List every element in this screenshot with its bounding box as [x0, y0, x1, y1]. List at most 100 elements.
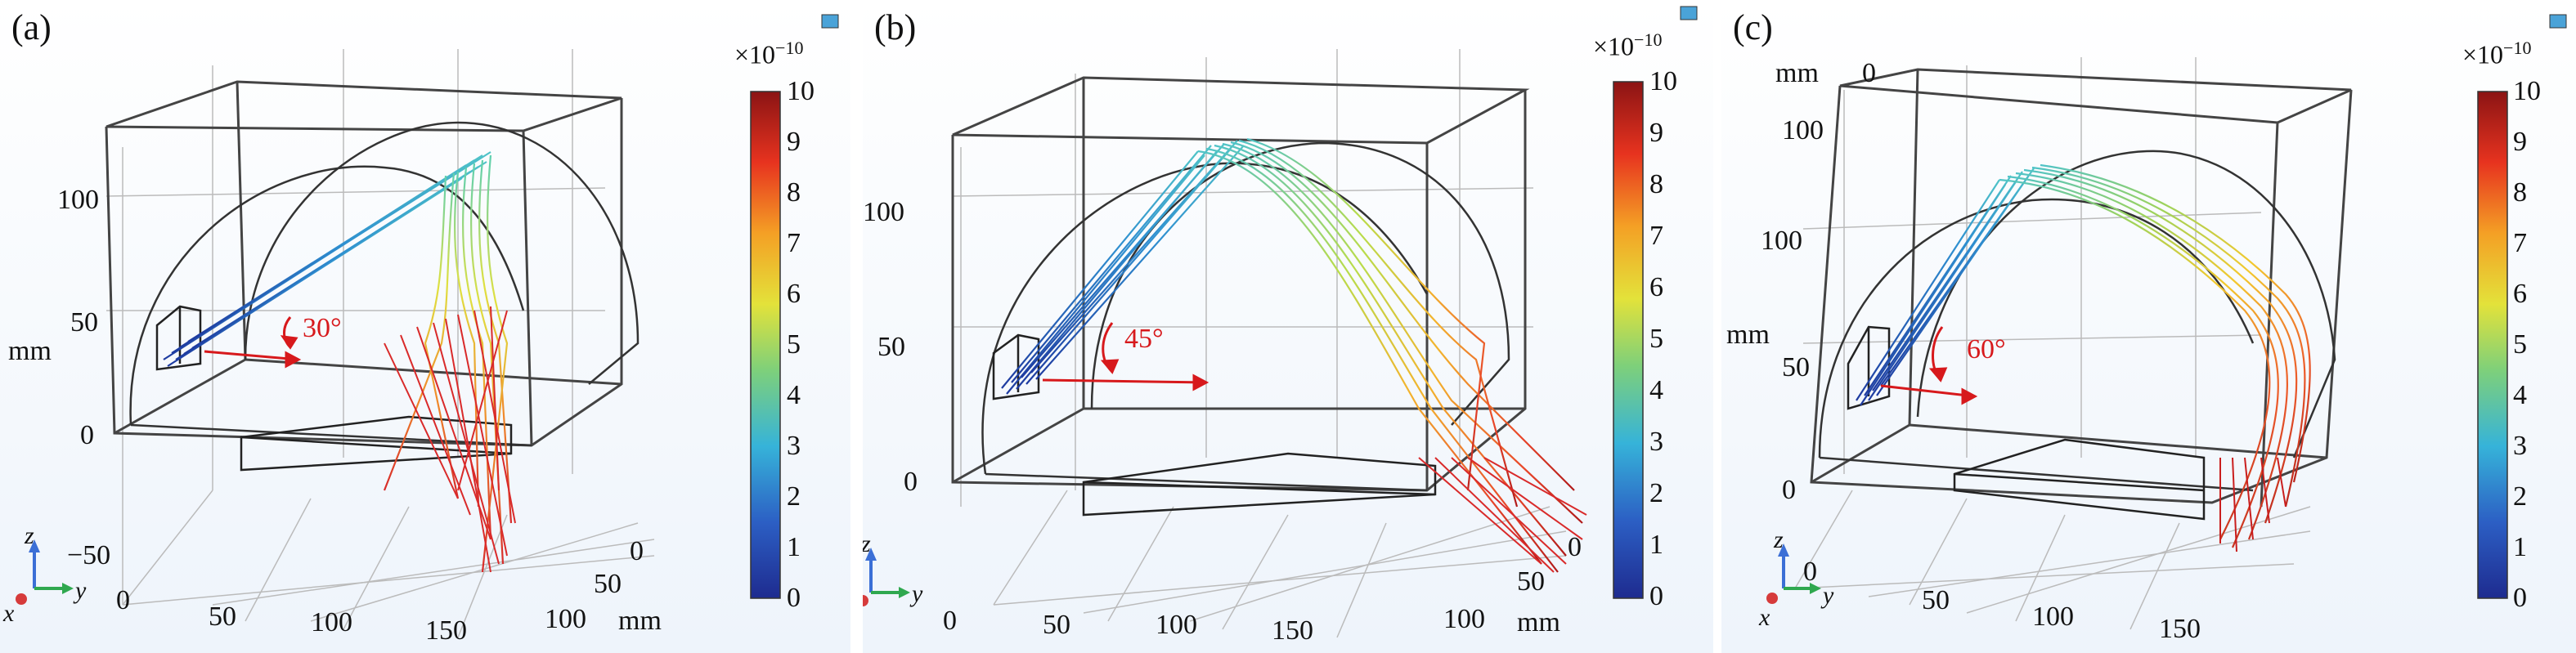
svg-text:−50: −50 — [67, 540, 110, 570]
svg-text:3: 3 — [1649, 427, 1663, 457]
dome-arcs — [129, 121, 640, 447]
incident-beams — [163, 151, 491, 367]
z-tick: 100 — [57, 185, 99, 215]
svg-text:0: 0 — [787, 583, 801, 613]
svg-text:3: 3 — [2513, 431, 2527, 461]
svg-text:0: 0 — [1649, 581, 1663, 611]
panel-label: (b) — [874, 7, 917, 47]
svg-text:y: y — [73, 577, 87, 604]
svg-text:z: z — [24, 522, 34, 549]
svg-text:100: 100 — [1156, 610, 1197, 640]
svg-text:8: 8 — [1649, 169, 1663, 199]
svg-text:50: 50 — [1782, 352, 1810, 382]
incident-beams — [1001, 140, 1245, 395]
svg-text:x: x — [2, 600, 15, 627]
svg-text:0: 0 — [1862, 58, 1876, 88]
angle-label: 45° — [1124, 324, 1164, 354]
bottom-slab — [240, 415, 513, 472]
colorbar-title: ×10−10 — [2462, 38, 2532, 69]
svg-text:2: 2 — [787, 481, 801, 512]
svg-text:0: 0 — [1803, 557, 1817, 587]
reflected-beams — [1999, 163, 2311, 548]
svg-text:150: 150 — [425, 615, 467, 646]
svg-text:y: y — [909, 580, 923, 607]
svg-text:100: 100 — [545, 604, 586, 634]
svg-text:0: 0 — [1782, 475, 1796, 505]
angle-arrow — [1042, 322, 1209, 391]
transmitted-beams — [1418, 457, 1587, 573]
colorbar-icon — [821, 14, 839, 29]
svg-text:x: x — [1758, 604, 1770, 631]
svg-text:50: 50 — [594, 569, 622, 599]
y-axis-ticks: 0 50 100 150 — [943, 606, 1313, 646]
svg-text:100: 100 — [1782, 115, 1824, 145]
colorbar — [750, 14, 839, 599]
svg-text:50: 50 — [1922, 585, 1950, 615]
bottom-slab — [1953, 438, 2206, 521]
colorbar-title: ×10−10 — [1593, 29, 1663, 61]
panel-label: (c) — [1733, 7, 1773, 47]
svg-text:1: 1 — [787, 532, 801, 562]
box-frame — [1810, 68, 2353, 508]
y-axis-ticks: 0 50 100 150 — [1803, 557, 2201, 644]
svg-text:mm: mm — [1775, 58, 1819, 88]
svg-text:100: 100 — [311, 607, 352, 637]
colorbar-icon — [1680, 6, 1698, 20]
x-axis-ticks: 0 50 100 mm — [1443, 532, 1582, 637]
axis-triad: z y x — [2, 522, 87, 627]
source-box — [992, 333, 1040, 400]
svg-text:100: 100 — [863, 197, 904, 227]
panel-label: (a) — [11, 7, 52, 47]
svg-text:7: 7 — [1649, 221, 1663, 251]
box-frame — [951, 76, 1530, 492]
floor-grid — [1794, 57, 2311, 630]
svg-text:50: 50 — [209, 602, 236, 632]
svg-text:0: 0 — [630, 536, 644, 566]
svg-text:4: 4 — [1649, 375, 1663, 405]
panel-background — [1721, 0, 2576, 653]
svg-text:8: 8 — [2513, 177, 2527, 208]
svg-text:6: 6 — [1649, 272, 1663, 302]
colorbar-ticks: 10 9 8 7 6 5 4 3 2 1 0 — [787, 76, 815, 613]
angle-label: 60° — [1967, 334, 2006, 365]
panel-b: 45° 100 50 0 0 50 100 150 0 50 100 mm z … — [863, 0, 1713, 653]
angle-label: 30° — [303, 313, 342, 343]
svg-text:mm: mm — [1517, 607, 1560, 637]
svg-text:1: 1 — [2513, 532, 2527, 562]
svg-text:5: 5 — [2513, 329, 2527, 360]
angle-arrow — [204, 316, 302, 369]
panel-c-diagram: 60° mm 0 100 100 50 0 mm 0 50 100 150 z … — [1726, 14, 2567, 644]
axis-triad: z y x — [863, 530, 923, 607]
transmitted-beams — [2219, 457, 2287, 552]
svg-text:9: 9 — [787, 127, 801, 157]
incident-beams — [1856, 168, 2035, 406]
colorbar — [2477, 14, 2567, 599]
svg-text:3: 3 — [787, 431, 801, 461]
svg-text:0: 0 — [116, 585, 130, 615]
z-unit: mm — [8, 336, 52, 366]
svg-text:0: 0 — [1568, 532, 1582, 562]
svg-text:50: 50 — [1517, 566, 1545, 597]
y-axis-ticks: 0 50 100 150 — [116, 585, 467, 646]
svg-text:10: 10 — [787, 76, 815, 106]
z-axis-ticks: 100 50 0 — [863, 197, 918, 497]
svg-text:10: 10 — [2513, 76, 2541, 106]
svg-text:100: 100 — [2032, 602, 2074, 632]
dome-arcs — [1818, 150, 2336, 492]
svg-text:150: 150 — [1272, 615, 1313, 646]
panel-a-diagram: 30° 100 50 0 mm 0 50 100 150 −50 0 50 10… — [2, 14, 839, 646]
box-frame — [105, 80, 623, 447]
floor-grid — [952, 49, 1567, 638]
svg-text:7: 7 — [787, 228, 801, 258]
bottom-slab — [1082, 452, 1437, 517]
svg-text:0: 0 — [904, 467, 918, 497]
z-axis-ticks: mm 0 100 100 50 0 mm — [1726, 58, 1876, 505]
svg-text:50: 50 — [877, 332, 905, 362]
svg-text:mm: mm — [1726, 320, 1770, 350]
svg-text:0: 0 — [943, 606, 957, 636]
z-tick: 50 — [70, 307, 98, 338]
svg-text:8: 8 — [787, 177, 801, 208]
svg-text:9: 9 — [2513, 127, 2527, 157]
panel-b-diagram: 45° 100 50 0 0 50 100 150 0 50 100 mm z … — [863, 6, 1698, 646]
svg-text:100: 100 — [1443, 604, 1485, 634]
